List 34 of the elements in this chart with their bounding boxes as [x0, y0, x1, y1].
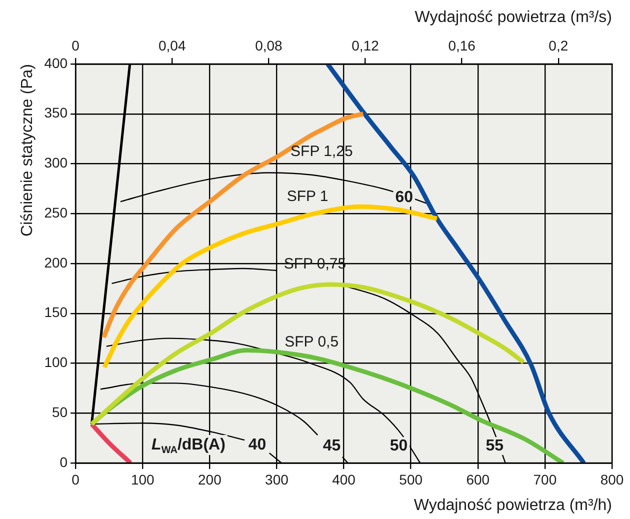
y-tick-label: 150: [44, 304, 68, 320]
x-tick-label: 700: [533, 471, 557, 488]
y-tick-label: 250: [44, 204, 68, 220]
x-tick-label: 600: [466, 471, 490, 488]
x2-tick-label: 0: [72, 37, 80, 54]
annotation: 45: [322, 437, 341, 454]
x-tick-label: 400: [332, 471, 356, 488]
y-tick-label: 0: [60, 454, 68, 470]
x2-tick-label: 0,12: [352, 37, 380, 54]
x-tick-label: 100: [130, 471, 155, 488]
x2-tick-label: 0,2: [548, 37, 568, 54]
y-tick-label: 50: [52, 404, 68, 420]
y-tick-label: 100: [44, 354, 68, 370]
x-tick-label: 200: [198, 471, 222, 488]
y-axis-title: Ciśnienie statyczne (Pa): [19, 64, 36, 237]
x-tick-label: 500: [399, 471, 423, 488]
x2-tick-label: 0,16: [448, 37, 476, 54]
y-tick-label: 200: [44, 254, 68, 270]
x2-axis-title: Wydajność powietrza (m³/s): [414, 9, 612, 26]
y-tick-label: 400: [44, 54, 68, 71]
x-axis-title: Wydajność powietrza (m³/h): [414, 496, 612, 514]
annotation: 40: [248, 436, 266, 454]
annotation: 55: [486, 437, 504, 454]
x-tick-label: 800: [600, 471, 624, 488]
x-tick-label: 0: [72, 471, 80, 488]
y-tick-label: 350: [44, 104, 68, 121]
annotation: 60: [395, 189, 414, 206]
annotation: 50: [390, 437, 408, 454]
annotation: SFP 0,5: [284, 333, 339, 350]
annotation: SFP 1: [286, 188, 328, 205]
x-tick-label: 300: [265, 471, 289, 488]
x2-tick-label: 0,08: [255, 37, 283, 54]
x2-tick-label: 0,04: [158, 37, 186, 54]
y-tick-label: 300: [44, 154, 68, 171]
